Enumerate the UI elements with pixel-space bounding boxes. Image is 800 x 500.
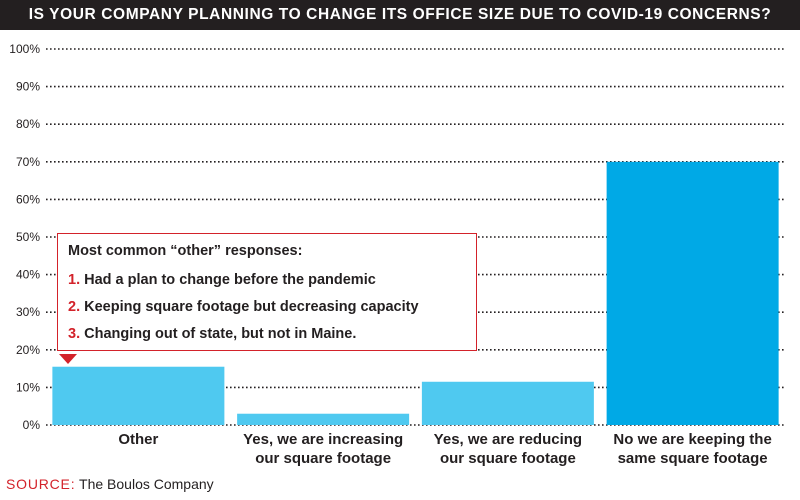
callout-item-3: 3. Changing out of state, but not in Mai… [68, 323, 476, 350]
bar [606, 161, 779, 426]
callout-item-number: 1. [68, 272, 81, 288]
callout-title: Most common “other” responses: [68, 243, 303, 259]
callout-item-number: 2. [68, 299, 81, 315]
bar [237, 413, 410, 425]
source-label: SOURCE: [6, 476, 76, 492]
category-label: our square footage [440, 450, 576, 467]
callout-item-2: 2. Keeping square footage but decreasing… [68, 296, 476, 323]
y-tick-label: 80% [16, 117, 40, 131]
y-tick-label: 40% [16, 268, 40, 282]
category-label: Yes, we are reducing [434, 431, 582, 448]
y-tick-label: 90% [16, 80, 40, 94]
category-label: No we are keeping the [613, 431, 771, 448]
y-tick-label: 70% [16, 155, 40, 169]
y-tick-label: 60% [16, 192, 40, 206]
source-text: The Boulos Company [79, 476, 214, 492]
category-label: Yes, we are increasing [243, 431, 403, 448]
y-tick-label: 100% [9, 42, 40, 56]
bar [421, 381, 594, 425]
y-tick-label: 0% [23, 418, 41, 432]
callout-item-number: 3. [68, 326, 81, 342]
bar [52, 366, 225, 425]
category-label: Other [118, 431, 158, 448]
callout-pointer-arrow [59, 354, 77, 364]
callout-item-text: Changing out of state, but not in Maine. [84, 326, 357, 342]
other-responses-callout: Most common “other” responses: 1. Had a … [57, 233, 477, 351]
y-tick-label: 10% [16, 380, 40, 394]
chart-title: IS YOUR COMPANY PLANNING TO CHANGE ITS O… [0, 0, 800, 30]
callout-item-text: Had a plan to change before the pandemic [84, 272, 376, 288]
y-tick-label: 20% [16, 343, 40, 357]
category-label: our square footage [255, 450, 391, 467]
callout-item-text: Keeping square footage but decreasing ca… [84, 299, 419, 315]
y-tick-label: 30% [16, 305, 40, 319]
y-tick-label: 50% [16, 230, 40, 244]
callout-item-1: 1. Had a plan to change before the pande… [68, 269, 476, 296]
category-label: same square footage [618, 450, 768, 467]
source-credit: SOURCE: The Boulos Company [6, 476, 214, 492]
